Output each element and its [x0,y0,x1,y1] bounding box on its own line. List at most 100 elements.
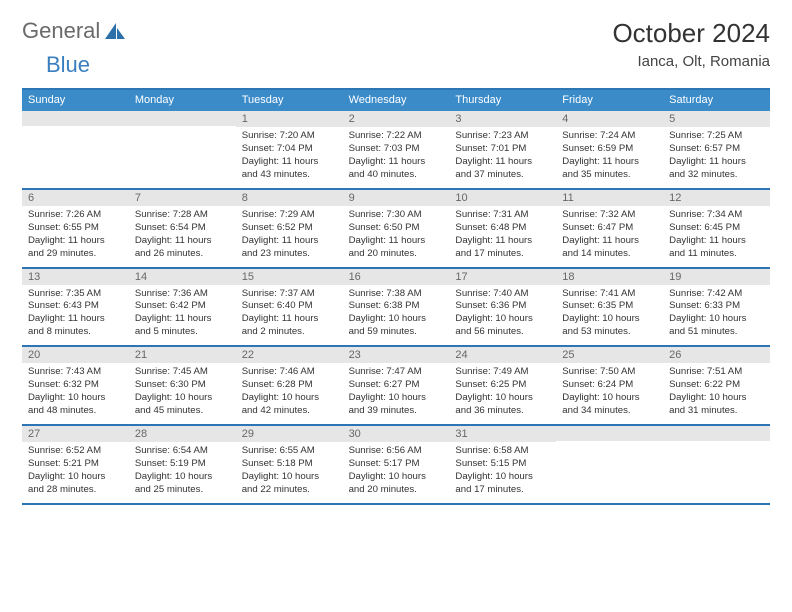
logo-text-blue: Blue [46,52,90,78]
sunrise-text: Sunrise: 6:55 AM [242,445,337,458]
sunrise-text: Sunrise: 7:20 AM [242,130,337,143]
sunset-text: Sunset: 6:54 PM [135,222,230,235]
sunrise-text: Sunrise: 7:49 AM [455,366,550,379]
day-details: Sunrise: 7:25 AMSunset: 6:57 PMDaylight:… [663,127,770,188]
day-cell: 4Sunrise: 7:24 AMSunset: 6:59 PMDaylight… [556,111,663,188]
daylight2-text: and 29 minutes. [28,248,123,261]
sunset-text: Sunset: 6:40 PM [242,300,337,313]
day-details: Sunrise: 7:23 AMSunset: 7:01 PMDaylight:… [449,127,556,188]
week-row: 27Sunrise: 6:52 AMSunset: 5:21 PMDayligh… [22,426,770,505]
dow-wednesday: Wednesday [343,90,450,111]
day-number: 25 [556,347,663,363]
daylight1-text: Daylight: 10 hours [135,392,230,405]
day-number [556,426,663,441]
day-number: 3 [449,111,556,127]
day-details: Sunrise: 6:52 AMSunset: 5:21 PMDaylight:… [22,442,129,503]
day-cell: 15Sunrise: 7:37 AMSunset: 6:40 PMDayligh… [236,269,343,346]
day-number: 16 [343,269,450,285]
sunset-text: Sunset: 6:32 PM [28,379,123,392]
day-cell: 11Sunrise: 7:32 AMSunset: 6:47 PMDayligh… [556,190,663,267]
daylight2-text: and 43 minutes. [242,169,337,182]
day-details [22,126,129,184]
sunset-text: Sunset: 6:57 PM [669,143,764,156]
day-details: Sunrise: 7:31 AMSunset: 6:48 PMDaylight:… [449,206,556,267]
sunset-text: Sunset: 6:43 PM [28,300,123,313]
sunrise-text: Sunrise: 7:22 AM [349,130,444,143]
daylight1-text: Daylight: 11 hours [135,313,230,326]
sunset-text: Sunset: 6:36 PM [455,300,550,313]
daylight1-text: Daylight: 11 hours [242,313,337,326]
sunrise-text: Sunrise: 7:43 AM [28,366,123,379]
day-number [129,111,236,126]
day-details: Sunrise: 6:54 AMSunset: 5:19 PMDaylight:… [129,442,236,503]
day-number [22,111,129,126]
day-number: 8 [236,190,343,206]
sunrise-text: Sunrise: 7:30 AM [349,209,444,222]
daylight1-text: Daylight: 10 hours [455,392,550,405]
day-number: 22 [236,347,343,363]
daylight1-text: Daylight: 11 hours [455,156,550,169]
sunset-text: Sunset: 5:18 PM [242,458,337,471]
daylight1-text: Daylight: 10 hours [349,392,444,405]
daylight1-text: Daylight: 10 hours [135,471,230,484]
day-details: Sunrise: 7:51 AMSunset: 6:22 PMDaylight:… [663,363,770,424]
day-number: 21 [129,347,236,363]
day-number: 9 [343,190,450,206]
daylight1-text: Daylight: 11 hours [28,313,123,326]
sunrise-text: Sunrise: 7:51 AM [669,366,764,379]
daylight2-text: and 37 minutes. [455,169,550,182]
day-number: 29 [236,426,343,442]
day-details [129,126,236,184]
sunset-text: Sunset: 6:22 PM [669,379,764,392]
sunrise-text: Sunrise: 7:23 AM [455,130,550,143]
day-number [663,426,770,441]
daylight1-text: Daylight: 10 hours [455,471,550,484]
day-details: Sunrise: 6:58 AMSunset: 5:15 PMDaylight:… [449,442,556,503]
daylight1-text: Daylight: 10 hours [562,392,657,405]
day-cell: 13Sunrise: 7:35 AMSunset: 6:43 PMDayligh… [22,269,129,346]
daylight1-text: Daylight: 11 hours [669,235,764,248]
daylight1-text: Daylight: 11 hours [349,235,444,248]
sunrise-text: Sunrise: 7:38 AM [349,288,444,301]
sunrise-text: Sunrise: 7:34 AM [669,209,764,222]
sunrise-text: Sunrise: 6:58 AM [455,445,550,458]
daylight1-text: Daylight: 11 hours [242,156,337,169]
day-details: Sunrise: 7:41 AMSunset: 6:35 PMDaylight:… [556,285,663,346]
logo-sail-icon [104,21,126,41]
daylight2-text: and 2 minutes. [242,326,337,339]
day-details: Sunrise: 7:46 AMSunset: 6:28 PMDaylight:… [236,363,343,424]
sunset-text: Sunset: 5:21 PM [28,458,123,471]
day-number: 2 [343,111,450,127]
day-cell: 29Sunrise: 6:55 AMSunset: 5:18 PMDayligh… [236,426,343,503]
week-row: 6Sunrise: 7:26 AMSunset: 6:55 PMDaylight… [22,190,770,269]
daylight2-text: and 56 minutes. [455,326,550,339]
week-row: 20Sunrise: 7:43 AMSunset: 6:32 PMDayligh… [22,347,770,426]
dow-friday: Friday [556,90,663,111]
daylight2-text: and 17 minutes. [455,248,550,261]
logo-text-gray: General [22,18,100,44]
day-number: 31 [449,426,556,442]
daylight2-text: and 20 minutes. [349,484,444,497]
day-number: 5 [663,111,770,127]
sunset-text: Sunset: 5:19 PM [135,458,230,471]
day-cell: 3Sunrise: 7:23 AMSunset: 7:01 PMDaylight… [449,111,556,188]
day-cell: 30Sunrise: 6:56 AMSunset: 5:17 PMDayligh… [343,426,450,503]
sunrise-text: Sunrise: 7:28 AM [135,209,230,222]
day-details: Sunrise: 7:45 AMSunset: 6:30 PMDaylight:… [129,363,236,424]
day-details: Sunrise: 7:32 AMSunset: 6:47 PMDaylight:… [556,206,663,267]
sunset-text: Sunset: 6:55 PM [28,222,123,235]
day-details: Sunrise: 7:47 AMSunset: 6:27 PMDaylight:… [343,363,450,424]
daylight2-text: and 28 minutes. [28,484,123,497]
sunrise-text: Sunrise: 7:50 AM [562,366,657,379]
daylight2-text: and 35 minutes. [562,169,657,182]
day-number: 27 [22,426,129,442]
day-cell: 2Sunrise: 7:22 AMSunset: 7:03 PMDaylight… [343,111,450,188]
day-number: 18 [556,269,663,285]
daylight2-text: and 48 minutes. [28,405,123,418]
daylight1-text: Daylight: 10 hours [242,392,337,405]
day-details: Sunrise: 7:34 AMSunset: 6:45 PMDaylight:… [663,206,770,267]
sunrise-text: Sunrise: 7:36 AM [135,288,230,301]
day-cell: 7Sunrise: 7:28 AMSunset: 6:54 PMDaylight… [129,190,236,267]
day-details: Sunrise: 7:40 AMSunset: 6:36 PMDaylight:… [449,285,556,346]
day-number: 6 [22,190,129,206]
